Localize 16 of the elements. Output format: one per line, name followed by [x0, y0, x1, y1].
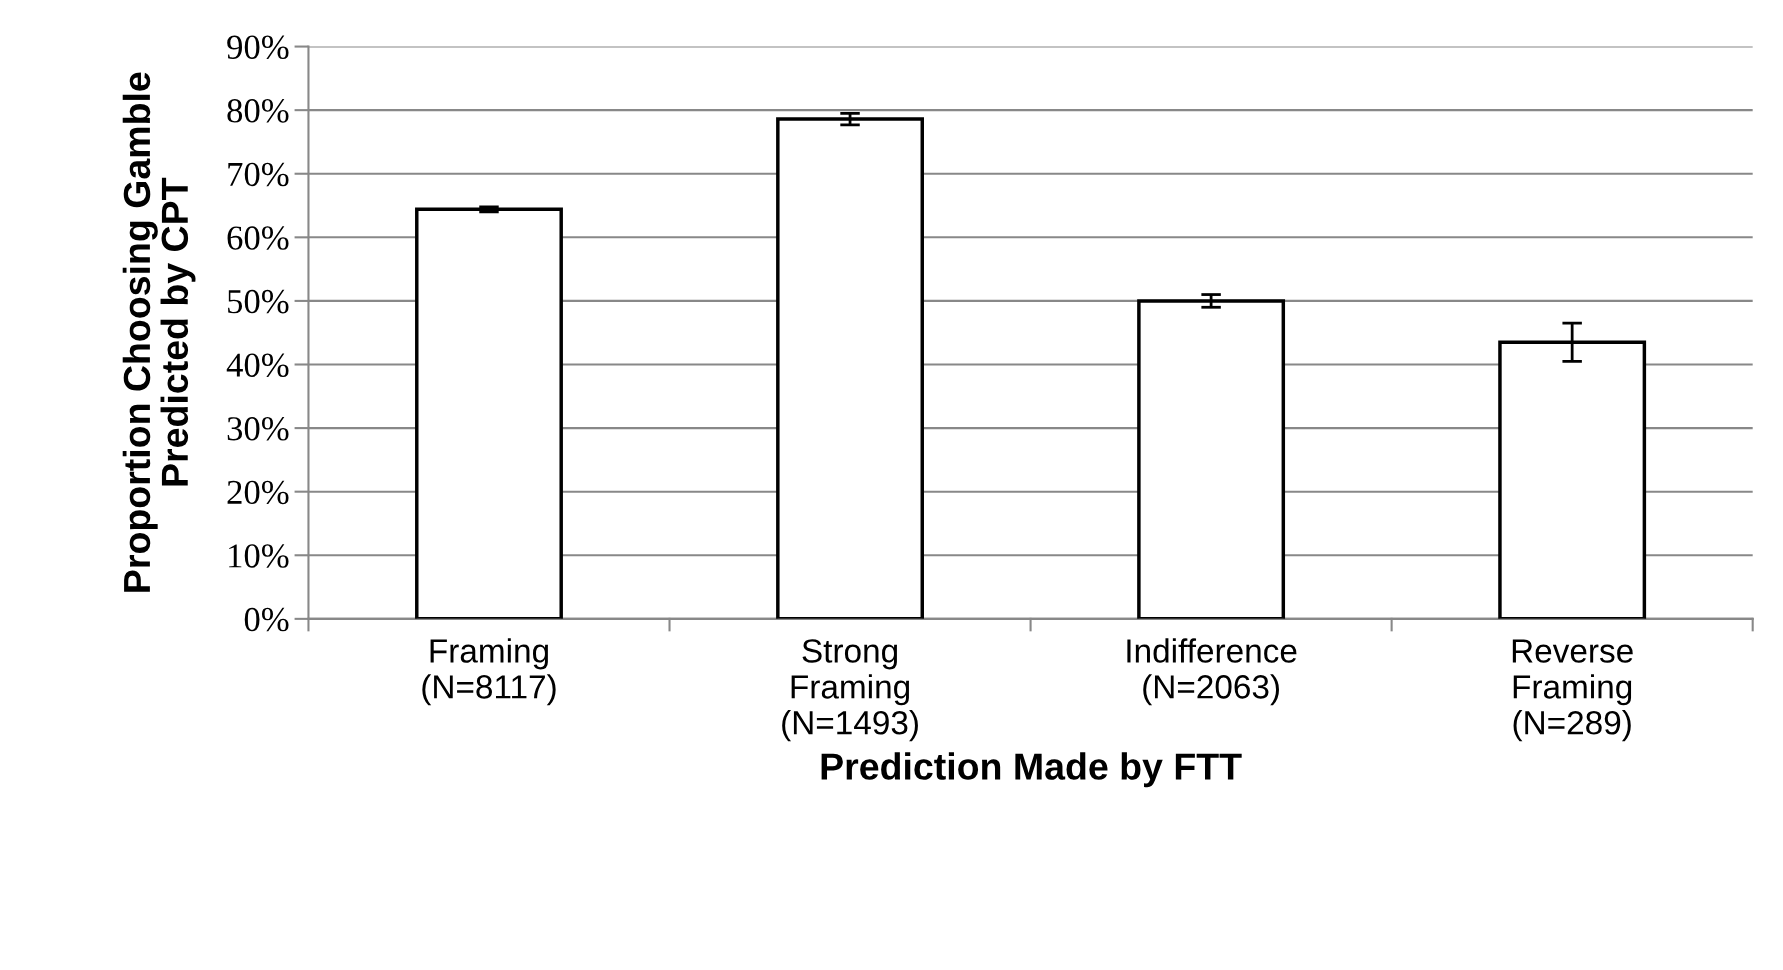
y-tick-label: 90%	[227, 35, 289, 60]
y-tick-label: 60%	[227, 226, 289, 250]
x-tick-label: Reverse Framing (N=289)	[1512, 639, 1633, 742]
x-tick-label: Indifference (N=2063)	[1127, 638, 1297, 706]
y-axis-title: Proportion Choosing Gamble Predicted by CPT	[122, 72, 196, 592]
y-tick-label: 30%	[227, 417, 289, 441]
x-axis-title: Prediction Made by FTT	[821, 752, 1242, 788]
y-tick-label: 40%	[226, 353, 289, 378]
y-tick-label: 10%	[229, 544, 289, 568]
x-tick-label: Strong Framing (N=1493)	[782, 639, 918, 742]
y-tick-label: 20%	[227, 480, 289, 505]
y-tick-label: 50%	[228, 289, 289, 314]
y-tick-label: 0%	[244, 607, 289, 632]
x-tick-label: Framing (N=8117)	[422, 638, 556, 706]
y-tick-label: 70%	[228, 162, 289, 187]
y-tick-label: 80%	[227, 99, 289, 123]
